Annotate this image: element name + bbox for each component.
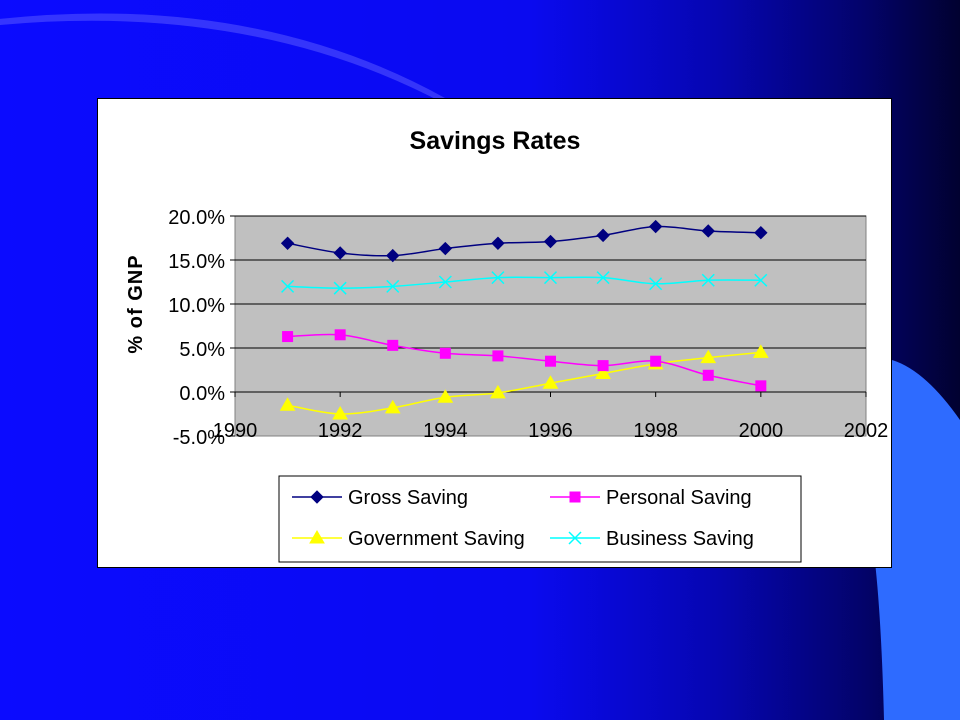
legend-item-personal-saving: Personal Saving: [550, 487, 752, 509]
gross-saving-point: [386, 248, 400, 263]
legend-marker: [310, 490, 324, 504]
business-saving-point: [701, 273, 715, 287]
business-saving-line: [287, 276, 761, 289]
legend-label: Government Saving: [348, 528, 525, 550]
personal-saving-line: [287, 333, 761, 387]
government-saving-line: [287, 351, 761, 415]
chart-title: Savings Rates: [410, 127, 581, 155]
y-tick-label: 0.0%: [179, 383, 225, 405]
government-saving-point: [437, 389, 454, 403]
legend-label: Gross Saving: [348, 487, 468, 509]
personal-saving-point: [282, 331, 294, 343]
legend-marker: [568, 531, 582, 545]
legend-item-government-saving: Government Saving: [292, 528, 525, 550]
personal-saving-point: [492, 350, 504, 362]
business-saving-point: [491, 271, 505, 285]
legend: Gross Saving Personal Saving Government Sa…: [292, 487, 754, 550]
personal-saving-point: [597, 360, 609, 372]
business-saving-point: [649, 277, 663, 291]
gross-saving-series: [280, 219, 768, 263]
marker-stroke: [438, 275, 452, 289]
marker-stroke: [596, 271, 610, 285]
legend-label: Personal Saving: [606, 487, 752, 509]
personal-saving-point: [755, 380, 767, 392]
gross-saving-point: [754, 226, 768, 240]
business-saving-point: [333, 281, 347, 295]
marker-stroke: [754, 273, 768, 287]
gross-saving-point: [280, 236, 295, 250]
marker-stroke: [649, 277, 663, 291]
gross-saving-point: [543, 234, 558, 249]
personal-saving-series: [282, 329, 767, 392]
plot-area: [234, 215, 867, 437]
x-tick-label: 1992: [318, 420, 363, 442]
business-saving-series: [281, 271, 768, 295]
gross-saving-point: [333, 246, 347, 260]
government-saving-point: [752, 344, 769, 358]
gross-saving-line: [287, 225, 761, 257]
legend-marker: [569, 491, 581, 503]
y-tick-label: -5.0%: [173, 427, 225, 449]
government-saving-series: [279, 344, 769, 420]
y-tick-label: 5.0%: [179, 339, 225, 361]
y-tick-label: 15.0%: [168, 251, 225, 273]
legend-label: Business Saving: [606, 528, 754, 550]
government-saving-point: [700, 349, 717, 364]
x-tick-label: 1998: [633, 420, 678, 442]
slide-swoosh-top: [0, 13, 445, 104]
personal-saving-point: [545, 355, 556, 367]
marker-stroke: [491, 271, 505, 285]
personal-saving-point: [650, 355, 662, 367]
chart-container: Savings Rates % of GNP -5.0% 0.0% 5.0% 10.0…: [97, 98, 892, 568]
marker-stroke: [333, 281, 347, 295]
business-saving-point: [438, 275, 452, 289]
business-saving-point: [543, 271, 558, 285]
marker-stroke: [281, 279, 295, 293]
business-saving-point: [281, 279, 295, 293]
y-axis-label: % of GNP: [125, 254, 147, 353]
government-saving-point: [542, 375, 559, 389]
marker-stroke: [568, 531, 582, 545]
legend-item-gross-saving: Gross Saving: [292, 487, 468, 509]
government-saving-point: [384, 399, 401, 414]
marker-stroke: [701, 273, 715, 287]
x-tick-labels: 1990 1992 1994 1996 1998 2000 2002: [213, 420, 889, 442]
personal-saving-point: [439, 347, 451, 359]
gross-saving-point: [648, 219, 663, 234]
gross-saving-point: [701, 224, 715, 238]
gross-saving-point: [491, 236, 505, 250]
y-tick-labels: -5.0% 0.0% 5.0% 10.0% 15.0% 20.0%: [168, 207, 225, 449]
y-tick-label: 20.0%: [168, 207, 225, 229]
x-tick-label: 1990: [213, 420, 258, 442]
business-saving-point: [754, 273, 768, 287]
series-layer: [279, 219, 769, 420]
legend-marker: [309, 530, 325, 544]
business-saving-point: [386, 279, 400, 293]
gross-saving-point: [438, 241, 453, 256]
x-tick-label: 1994: [423, 420, 468, 442]
legend-box: [278, 475, 802, 563]
gross-saving-point: [596, 228, 610, 243]
x-tick-label: 1996: [528, 420, 573, 442]
y-tick-label: 10.0%: [168, 295, 225, 317]
personal-saving-point: [702, 369, 714, 381]
legend-item-business-saving: Business Saving: [550, 528, 754, 550]
business-saving-point: [596, 271, 610, 285]
x-tick-label: 2002: [844, 420, 889, 442]
marker-stroke: [543, 271, 558, 285]
government-saving-point: [332, 406, 349, 420]
x-tick-label: 2000: [739, 420, 784, 442]
gridlines: [230, 215, 867, 437]
government-saving-point: [595, 365, 611, 380]
government-saving-point: [279, 397, 296, 411]
marker-stroke: [386, 279, 400, 293]
personal-saving-point: [334, 329, 346, 341]
savings-rates-chart: Savings Rates % of GNP -5.0% 0.0% 5.0% 10.0…: [125, 127, 889, 563]
personal-saving-point: [387, 339, 399, 351]
government-saving-point: [490, 384, 506, 399]
